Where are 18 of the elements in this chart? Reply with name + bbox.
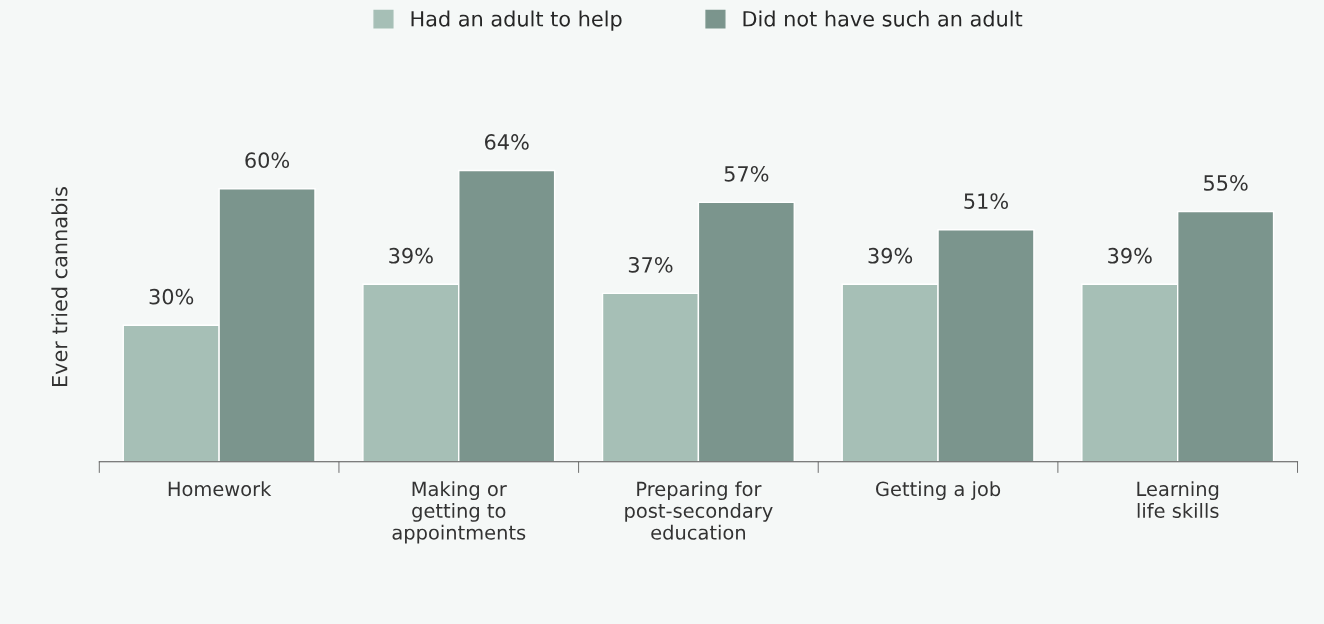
x-tick-label: Homework <box>168 481 272 497</box>
legend-label: Did not have such an adult <box>743 10 1023 27</box>
data-label: 39% <box>868 247 913 264</box>
x-tick-label: Getting a job <box>876 481 1001 501</box>
x-tick-label: Preparing for post-secondary education <box>625 481 773 540</box>
data-label: 57% <box>724 165 769 182</box>
data-label: 37% <box>628 256 673 273</box>
data-label: 60% <box>245 152 290 169</box>
data-label: 39% <box>389 247 433 264</box>
data-label: 39% <box>1108 247 1152 264</box>
legend-label: Had an adult to help <box>411 10 622 31</box>
x-tick-label: Learning life skills <box>1137 481 1219 519</box>
data-label: 30% <box>149 288 194 305</box>
x-tick-label: Making or getting to appointments <box>392 481 526 544</box>
data-label: 55% <box>1204 175 1248 191</box>
y-axis-title: Ever tried cannabis <box>51 187 68 386</box>
data-label: 51% <box>964 193 1008 210</box>
data-label: 64% <box>485 134 529 150</box>
